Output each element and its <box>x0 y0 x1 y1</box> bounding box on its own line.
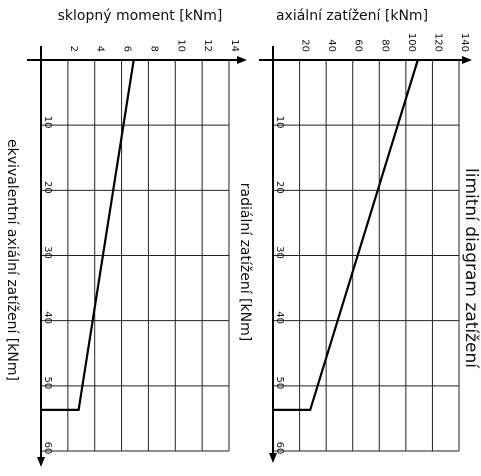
y-tick-label: 30 <box>42 246 53 259</box>
x-axis-title-axial-load: axiální zatížení [kNm] <box>276 8 428 24</box>
y-tick-label: 20 <box>274 181 285 194</box>
y-tick-label: 10 <box>42 116 53 129</box>
x-tick-label: 20 <box>300 39 311 52</box>
y-tick-label: 60 <box>42 442 53 455</box>
panel-axial-load: axiální zatížení [kNm] radiální zatížení… <box>237 8 472 463</box>
grid-left <box>41 60 230 452</box>
y-tick-label: 30 <box>274 246 285 259</box>
x-axis-title-tilting-moment: sklopný moment [kNm] <box>58 8 223 24</box>
y-tick-label: 10 <box>274 116 285 129</box>
axes-right <box>259 46 472 463</box>
x-axis-arrow <box>462 56 472 64</box>
x-tick-label: 40 <box>326 39 337 52</box>
panel-tilting-moment: sklopný moment [kNm] ekvivalentní axiáln… <box>4 8 247 467</box>
ticks-left: 2 4 6 8 10 12 14 10 20 30 40 50 60 <box>42 39 240 454</box>
x-tick-label: 8 <box>148 46 159 52</box>
y-tick-label: 50 <box>274 376 285 389</box>
x-tick-label: 14 <box>229 39 240 52</box>
y-axis-arrow <box>269 453 277 463</box>
limit-curve-line <box>41 59 135 411</box>
y-tick-label: 40 <box>42 311 53 324</box>
x-tick-label: 6 <box>122 46 133 52</box>
limit-curve-line <box>273 59 419 411</box>
y-axis-arrow <box>37 457 45 467</box>
ticks-right: 20 40 60 80 100 120 140 10 20 30 40 50 60 <box>274 33 470 454</box>
x-tick-label: 2 <box>68 46 79 52</box>
x-tick-label: 60 <box>353 39 364 52</box>
x-tick-label: 10 <box>175 39 186 52</box>
y-tick-label: 60 <box>274 442 285 455</box>
x-tick-label: 80 <box>379 39 390 52</box>
x-tick-label: 100 <box>406 33 417 52</box>
diagram-title: limitní diagram zatížení <box>461 168 481 369</box>
limit-curve-left <box>41 59 135 411</box>
grid-right <box>273 60 460 452</box>
y-axis-title-radial-load: radiální zatížení [kNm] <box>237 183 253 341</box>
y-tick-label: 20 <box>42 181 53 194</box>
x-tick-label: 4 <box>95 46 106 52</box>
x-tick-label: 140 <box>459 33 470 52</box>
y-tick-label: 40 <box>274 311 285 324</box>
y-axis-title-equivalent-axial-load: ekvivalentní axiální zatížení [kNm] <box>4 139 20 381</box>
x-tick-label: 12 <box>202 39 213 52</box>
x-tick-label: 120 <box>432 33 443 52</box>
limit-curve-right <box>273 59 419 411</box>
y-tick-label: 50 <box>42 376 53 389</box>
axes-left <box>27 46 247 467</box>
x-axis-arrow <box>237 56 247 64</box>
